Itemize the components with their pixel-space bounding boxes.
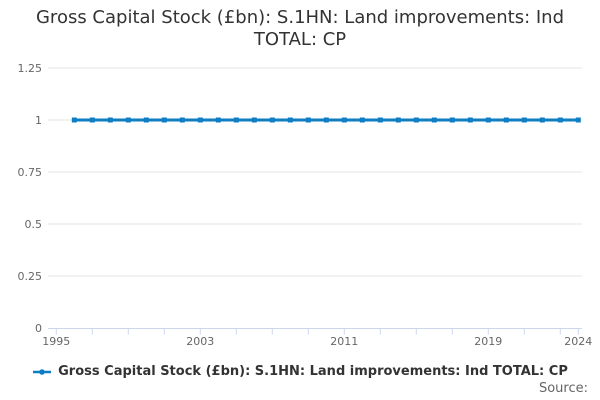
x-axis-tick-label: 2019 [474, 335, 502, 348]
data-point-marker[interactable] [269, 117, 275, 123]
data-point-marker[interactable] [251, 117, 257, 123]
source-label: Source: [538, 381, 588, 396]
data-point-marker[interactable] [305, 117, 311, 123]
data-point-marker[interactable] [359, 117, 365, 123]
data-point-marker[interactable] [341, 117, 347, 123]
data-point-marker[interactable] [521, 117, 527, 123]
data-point-marker[interactable] [467, 117, 473, 123]
y-axis-tick-label: 0.5 [25, 218, 43, 231]
data-point-marker[interactable] [197, 117, 203, 123]
data-point-marker[interactable] [377, 117, 383, 123]
data-point-marker[interactable] [575, 117, 581, 123]
data-point-marker[interactable] [431, 117, 437, 123]
x-axis-tick-label: 2003 [186, 335, 214, 348]
data-point-marker[interactable] [323, 117, 329, 123]
x-axis-tick-label: 2011 [330, 335, 358, 348]
data-point-marker[interactable] [287, 117, 293, 123]
data-point-marker[interactable] [233, 117, 239, 123]
data-point-marker[interactable] [161, 117, 167, 123]
x-axis-tick-label: 1995 [42, 335, 70, 348]
legend-label: Gross Capital Stock (£bn): S.1HN: Land i… [58, 364, 568, 379]
data-point-marker[interactable] [89, 117, 95, 123]
data-point-marker[interactable] [449, 117, 455, 123]
data-point-marker[interactable] [215, 117, 221, 123]
chart-title: Gross Capital Stock (£bn): S.1HN: Land i… [35, 7, 565, 50]
legend-line-marker-icon [33, 368, 52, 375]
y-axis-tick-label: 0.75 [18, 166, 43, 179]
legend-item[interactable]: Gross Capital Stock (£bn): S.1HN: Land i… [0, 364, 600, 379]
data-point-marker[interactable] [125, 117, 131, 123]
y-axis-tick-label: 0.25 [18, 270, 43, 283]
data-point-marker[interactable] [395, 117, 401, 123]
y-axis-tick-label: 1 [35, 114, 42, 127]
data-point-marker[interactable] [557, 117, 563, 123]
data-point-marker[interactable] [539, 117, 545, 123]
y-axis-tick-label: 0 [35, 322, 42, 335]
y-axis-tick-label: 1.25 [18, 62, 43, 75]
data-point-marker[interactable] [71, 117, 77, 123]
data-point-marker[interactable] [143, 117, 149, 123]
x-axis-tick-label: 2024 [564, 335, 592, 348]
data-point-marker[interactable] [107, 117, 113, 123]
data-point-marker[interactable] [179, 117, 185, 123]
data-point-marker[interactable] [413, 117, 419, 123]
data-point-marker[interactable] [485, 117, 491, 123]
data-point-marker[interactable] [503, 117, 509, 123]
